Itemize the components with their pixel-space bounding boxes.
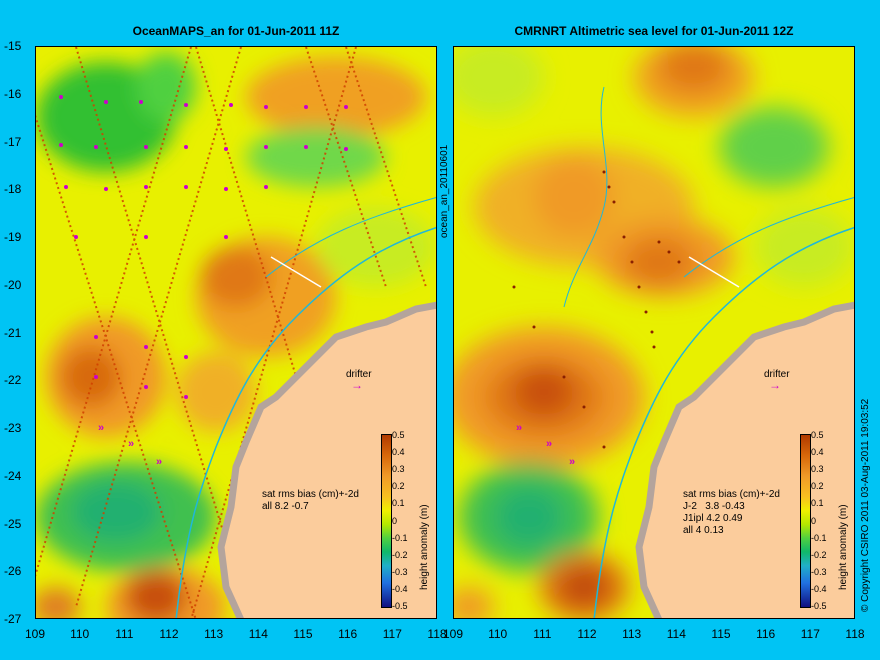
colorbar-tick-label: 0 <box>811 515 817 526</box>
left-map-canvas: » » » drifter → <box>36 47 436 618</box>
lat-tick-label: -15 <box>4 39 22 53</box>
right-stats-line-1: J-2 3.8 -0.43 <box>683 501 745 512</box>
colorbar-tick-label: -0.4 <box>811 583 827 594</box>
right-map-title: CMRNRT Altimetric sea level for 01-Jun-2… <box>514 24 794 38</box>
right-stats-line-2: J1ipl 4.2 0.49 <box>683 513 743 524</box>
colorbar-tick-label: 0.2 <box>811 481 824 492</box>
right-stats-line-3: all 4 0.13 <box>683 525 724 536</box>
lat-tick-label: -23 <box>4 421 22 435</box>
lat-tick-label: -16 <box>4 86 22 101</box>
lat-tick-label: -25 <box>4 516 22 531</box>
colorbar-tick-label: 0.4 <box>392 447 405 458</box>
colorbar-tick-label: 0.3 <box>811 464 824 475</box>
colorbar-tick-label: -0.3 <box>811 566 827 577</box>
left-map-panel: » » » drifter → <box>35 46 437 619</box>
colorbar-tick-label: 0.5 <box>392 430 405 440</box>
lon-tick-label: 117 <box>800 627 820 641</box>
right-colorbar-label: height anomaly (m) <box>838 504 849 590</box>
svg-text:»: » <box>128 438 134 450</box>
lon-tick-label: 109 <box>442 627 464 641</box>
colorbar-tick-label: 0.4 <box>811 447 824 458</box>
run-id-label: ocean_an_20110601 <box>439 144 450 238</box>
right-drifter-label: drifter <box>764 369 790 380</box>
colorbar-tick-label: 0.5 <box>811 430 824 440</box>
lon-tick-label: 109 <box>24 627 46 641</box>
colorbar-tick-label: -0.3 <box>392 566 408 577</box>
lon-tick-label: 110 <box>70 627 90 641</box>
colorbar-tick-label: -0.1 <box>811 532 827 543</box>
right-map-panel: » » » drifter → <box>453 46 855 619</box>
colorbar-tick-label: -0.2 <box>392 549 408 560</box>
lon-tick-label: 114 <box>248 627 268 641</box>
colorbar-tick-label: -0.5 <box>392 601 408 611</box>
copyright-label: © Copyright CSIRO 2011 03-Aug-2011 19:03… <box>860 398 871 612</box>
lat-tick-label: -17 <box>4 134 22 149</box>
left-map-title: OceanMAPS_an for 01-Jun-2011 11Z <box>132 24 340 38</box>
colorbar-tick-label: 0.1 <box>392 498 405 509</box>
left-stats-header: sat rms bias (cm)+-2d <box>262 489 359 500</box>
colorbar-tick-label: -0.2 <box>811 549 827 560</box>
right-colorbar <box>800 434 811 608</box>
lat-tick-label: -24 <box>4 468 22 483</box>
svg-text:→: → <box>769 378 781 392</box>
left-drifter-label: drifter <box>346 369 372 380</box>
right-map-canvas: » » » drifter → <box>454 47 854 618</box>
lon-tick-label: 116 <box>338 627 358 641</box>
lon-tick-label: 118 <box>845 627 865 641</box>
colorbar-tick-label: -0.4 <box>392 583 408 594</box>
lon-tick-label: 113 <box>622 627 642 641</box>
lon-tick-label: 111 <box>115 627 134 641</box>
lat-tick-label: -21 <box>4 325 22 340</box>
lat-tick-label: -26 <box>4 564 22 579</box>
colorbar-tick-label: 0.3 <box>392 464 405 475</box>
lon-tick-label: 112 <box>577 627 597 641</box>
colorbar-tick-label: 0 <box>392 515 398 526</box>
lon-tick-label: 115 <box>711 627 731 641</box>
lon-tick-label: 114 <box>666 627 686 641</box>
lon-tick-label: 118 <box>427 627 447 641</box>
lat-tick-label: -18 <box>4 182 22 197</box>
lon-tick-label: 110 <box>488 627 508 641</box>
colorbar-tick-label: -0.1 <box>392 532 408 543</box>
colorbar-tick-label: -0.5 <box>811 601 827 611</box>
lon-tick-label: 116 <box>756 627 776 641</box>
colorbar-tick-label: 0.2 <box>392 481 405 492</box>
svg-text:»: » <box>569 456 575 468</box>
lat-tick-label: -19 <box>4 230 22 244</box>
lat-tick-label: -22 <box>4 373 22 388</box>
lat-tick-label: -27 <box>4 612 22 626</box>
lon-tick-label: 111 <box>533 627 552 641</box>
svg-text:»: » <box>516 422 522 434</box>
svg-text:»: » <box>156 456 162 468</box>
lon-tick-label: 115 <box>293 627 313 641</box>
lon-tick-label: 112 <box>159 627 179 641</box>
svg-text:→: → <box>351 378 363 392</box>
left-stats-line-1: all 8.2 -0.7 <box>262 501 309 512</box>
colorbar-tick-label: 0.1 <box>811 498 824 509</box>
right-stats-header: sat rms bias (cm)+-2d <box>683 489 780 500</box>
lat-tick-label: -20 <box>4 277 22 292</box>
lon-tick-label: 117 <box>382 627 402 641</box>
svg-text:»: » <box>98 422 104 434</box>
left-colorbar-label: height anomaly (m) <box>419 504 430 590</box>
lon-tick-label: 113 <box>204 627 224 641</box>
left-colorbar <box>381 434 392 608</box>
svg-text:»: » <box>546 438 552 450</box>
